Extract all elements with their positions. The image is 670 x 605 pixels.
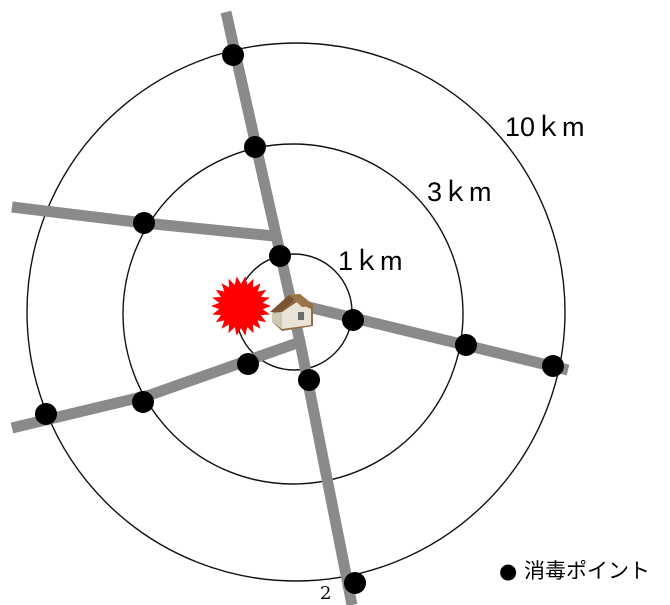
disinfection-point [35, 403, 57, 425]
disinfection-point [133, 212, 155, 234]
disinfection-point [269, 245, 291, 267]
legend: ● 消毒ポイント [499, 559, 650, 583]
disinfection-point [132, 391, 154, 413]
disinfection-points [35, 44, 564, 594]
road-east [290, 297, 570, 376]
disinfection-point [244, 136, 266, 158]
ring-label-3km: 3ｋm [427, 177, 492, 207]
disinfection-point [455, 334, 477, 356]
ring-label-1km: 1ｋm [338, 246, 403, 276]
starburst-shape [211, 276, 271, 336]
ring-3km [122, 143, 464, 485]
page-number: 2 [320, 583, 331, 604]
ring-label-10km: 10ｋm [505, 112, 585, 142]
disinfection-point [344, 572, 366, 594]
house-icon [270, 294, 315, 331]
disinfection-point [222, 44, 244, 66]
disinfection-point [542, 355, 564, 377]
disinfection-point [342, 309, 364, 331]
legend-marker: ● [499, 559, 517, 583]
red-starburst-icon [211, 276, 271, 336]
ring-10km [26, 42, 566, 582]
legend-label: 消毒ポイント [524, 559, 650, 583]
disinfection-point [237, 353, 259, 375]
disinfection-point [298, 369, 320, 391]
